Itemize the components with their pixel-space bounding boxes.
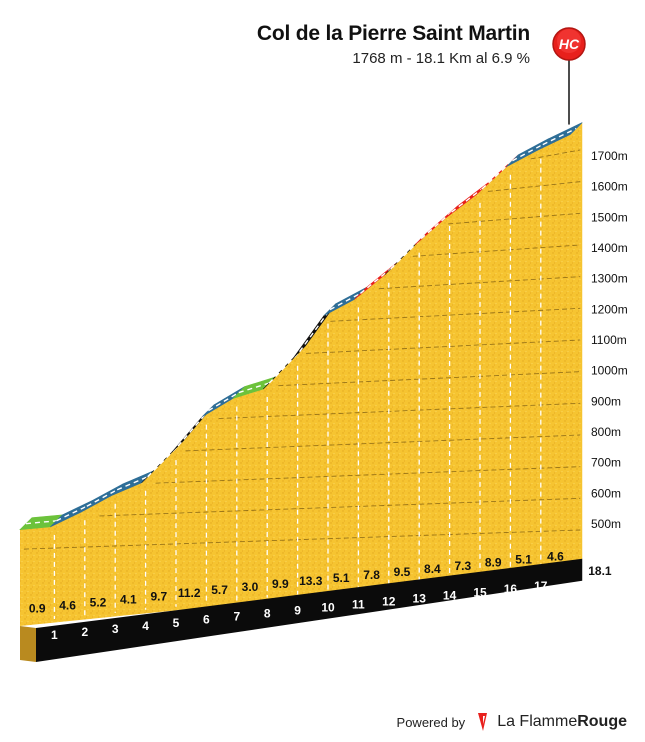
km-tick-label: 7 (233, 610, 240, 624)
gradient-label: 4.6 (547, 549, 564, 563)
road-centerline (359, 268, 392, 294)
gradient-label: 11.2 (178, 586, 201, 600)
road-centerline (481, 160, 513, 190)
altitude-gridline (412, 244, 581, 257)
altitude-gridline (99, 497, 581, 517)
km-tick-label: 4 (142, 619, 149, 633)
road-centerline (56, 505, 88, 522)
hc-badge (552, 27, 586, 61)
altitude-tick-label: 1300m (591, 272, 628, 286)
brand-name: La FlammeRouge (497, 713, 627, 731)
altitude-tick-label: 1700m (591, 149, 628, 163)
hc-badge-shine (557, 29, 581, 53)
flame-logo-icon (475, 712, 491, 732)
altitude-gridline (448, 212, 581, 225)
km-tick-label: 8 (264, 607, 271, 621)
page-title: Col de la Pierre Saint Martin (256, 22, 530, 45)
altitude-tick-label: 1000m (591, 364, 628, 378)
gradient-label: 4.6 (59, 598, 76, 612)
altitude-gridline (379, 276, 581, 290)
gradient-label: 9.7 (150, 589, 167, 603)
altitude-tick-label: 1200m (591, 302, 628, 316)
road-centerline (116, 476, 148, 491)
road-centerline (451, 188, 483, 213)
altitude-tick-label: 1500m (591, 210, 628, 224)
distance-base-bar (36, 558, 583, 662)
altitude-tick-label: 1100m (591, 333, 627, 347)
gradient-label: 0.9 (29, 601, 46, 615)
km-tick-label: 16 (504, 582, 518, 596)
km-end-label: 18.1 (588, 564, 612, 578)
gradient-label: 5.2 (90, 595, 107, 609)
gradient-label: 5.7 (211, 583, 228, 597)
brand-name-bold: Rouge (577, 713, 627, 730)
footer: Powered by La FlammeRouge (397, 712, 627, 732)
gradient-label: 13.3 (299, 574, 323, 588)
climb-summary: 1768 m - 18.1 Km al 6.9 % (352, 50, 530, 67)
altitude-tick-label: 600m (591, 486, 621, 500)
gradient-label: 7.3 (454, 559, 471, 573)
km-tick-label: 5 (173, 616, 180, 630)
altitude-tick-label: 500m (591, 517, 621, 531)
km-tick-label: 17 (534, 579, 548, 593)
road-centerline (512, 143, 544, 162)
profile-area (20, 122, 583, 626)
km-tick-label: 6 (203, 613, 210, 627)
gradient-label: 9.9 (272, 577, 289, 591)
altitude-tick-label: 900m (591, 394, 621, 408)
altitude-gridline (306, 339, 581, 354)
road-centerline (208, 391, 240, 412)
gradient-label: 7.8 (363, 568, 380, 582)
gradient-label: 4.1 (120, 592, 137, 606)
km-tick-label: 12 (382, 594, 396, 608)
road-centerline (329, 292, 361, 311)
road-centerline (177, 410, 209, 447)
km-tick-label: 2 (81, 625, 88, 639)
altitude-gridline (185, 434, 581, 452)
profile-start-cap (20, 626, 36, 662)
road-centerline (420, 211, 453, 240)
gradient-label: 8.9 (485, 556, 502, 570)
gradient-label: 9.5 (394, 565, 411, 579)
gradient-label: 5.1 (333, 571, 350, 585)
road-centerline (86, 489, 118, 507)
powered-by-label: Powered by (396, 714, 466, 730)
gradient-label: 8.4 (424, 562, 441, 576)
km-tick-label: 11 (352, 597, 365, 611)
altitude-tick-label: 1600m (591, 180, 628, 194)
altitude-gridline (155, 466, 581, 484)
gradient-label: 5.1 (515, 553, 532, 567)
km-tick-label: 9 (294, 604, 301, 618)
altitude-tick-label: 800m (591, 425, 621, 439)
road-centerline (542, 127, 577, 146)
altitude-gridline (218, 402, 581, 420)
altitude-tick-label: 1400m (591, 241, 628, 255)
altitude-gridline (330, 307, 581, 322)
km-tick-label: 3 (112, 622, 119, 636)
km-tick-label: 1 (51, 628, 58, 642)
km-tick-label: 14 (443, 588, 457, 602)
km-tick-label: 13 (413, 591, 427, 605)
altitude-gridline (530, 149, 581, 160)
hc-badge-label: HC (559, 36, 580, 52)
altitude-gridline (23, 529, 581, 550)
altitude-tick-label: 700m (591, 456, 621, 470)
km-tick-label: 10 (321, 601, 335, 615)
altitude-gridline (278, 371, 581, 387)
km-tick-label: 15 (473, 585, 487, 599)
brand-name-light: La Flamme (497, 713, 578, 730)
road-centerline (390, 238, 422, 270)
gradient-label: 3.0 (242, 580, 259, 594)
